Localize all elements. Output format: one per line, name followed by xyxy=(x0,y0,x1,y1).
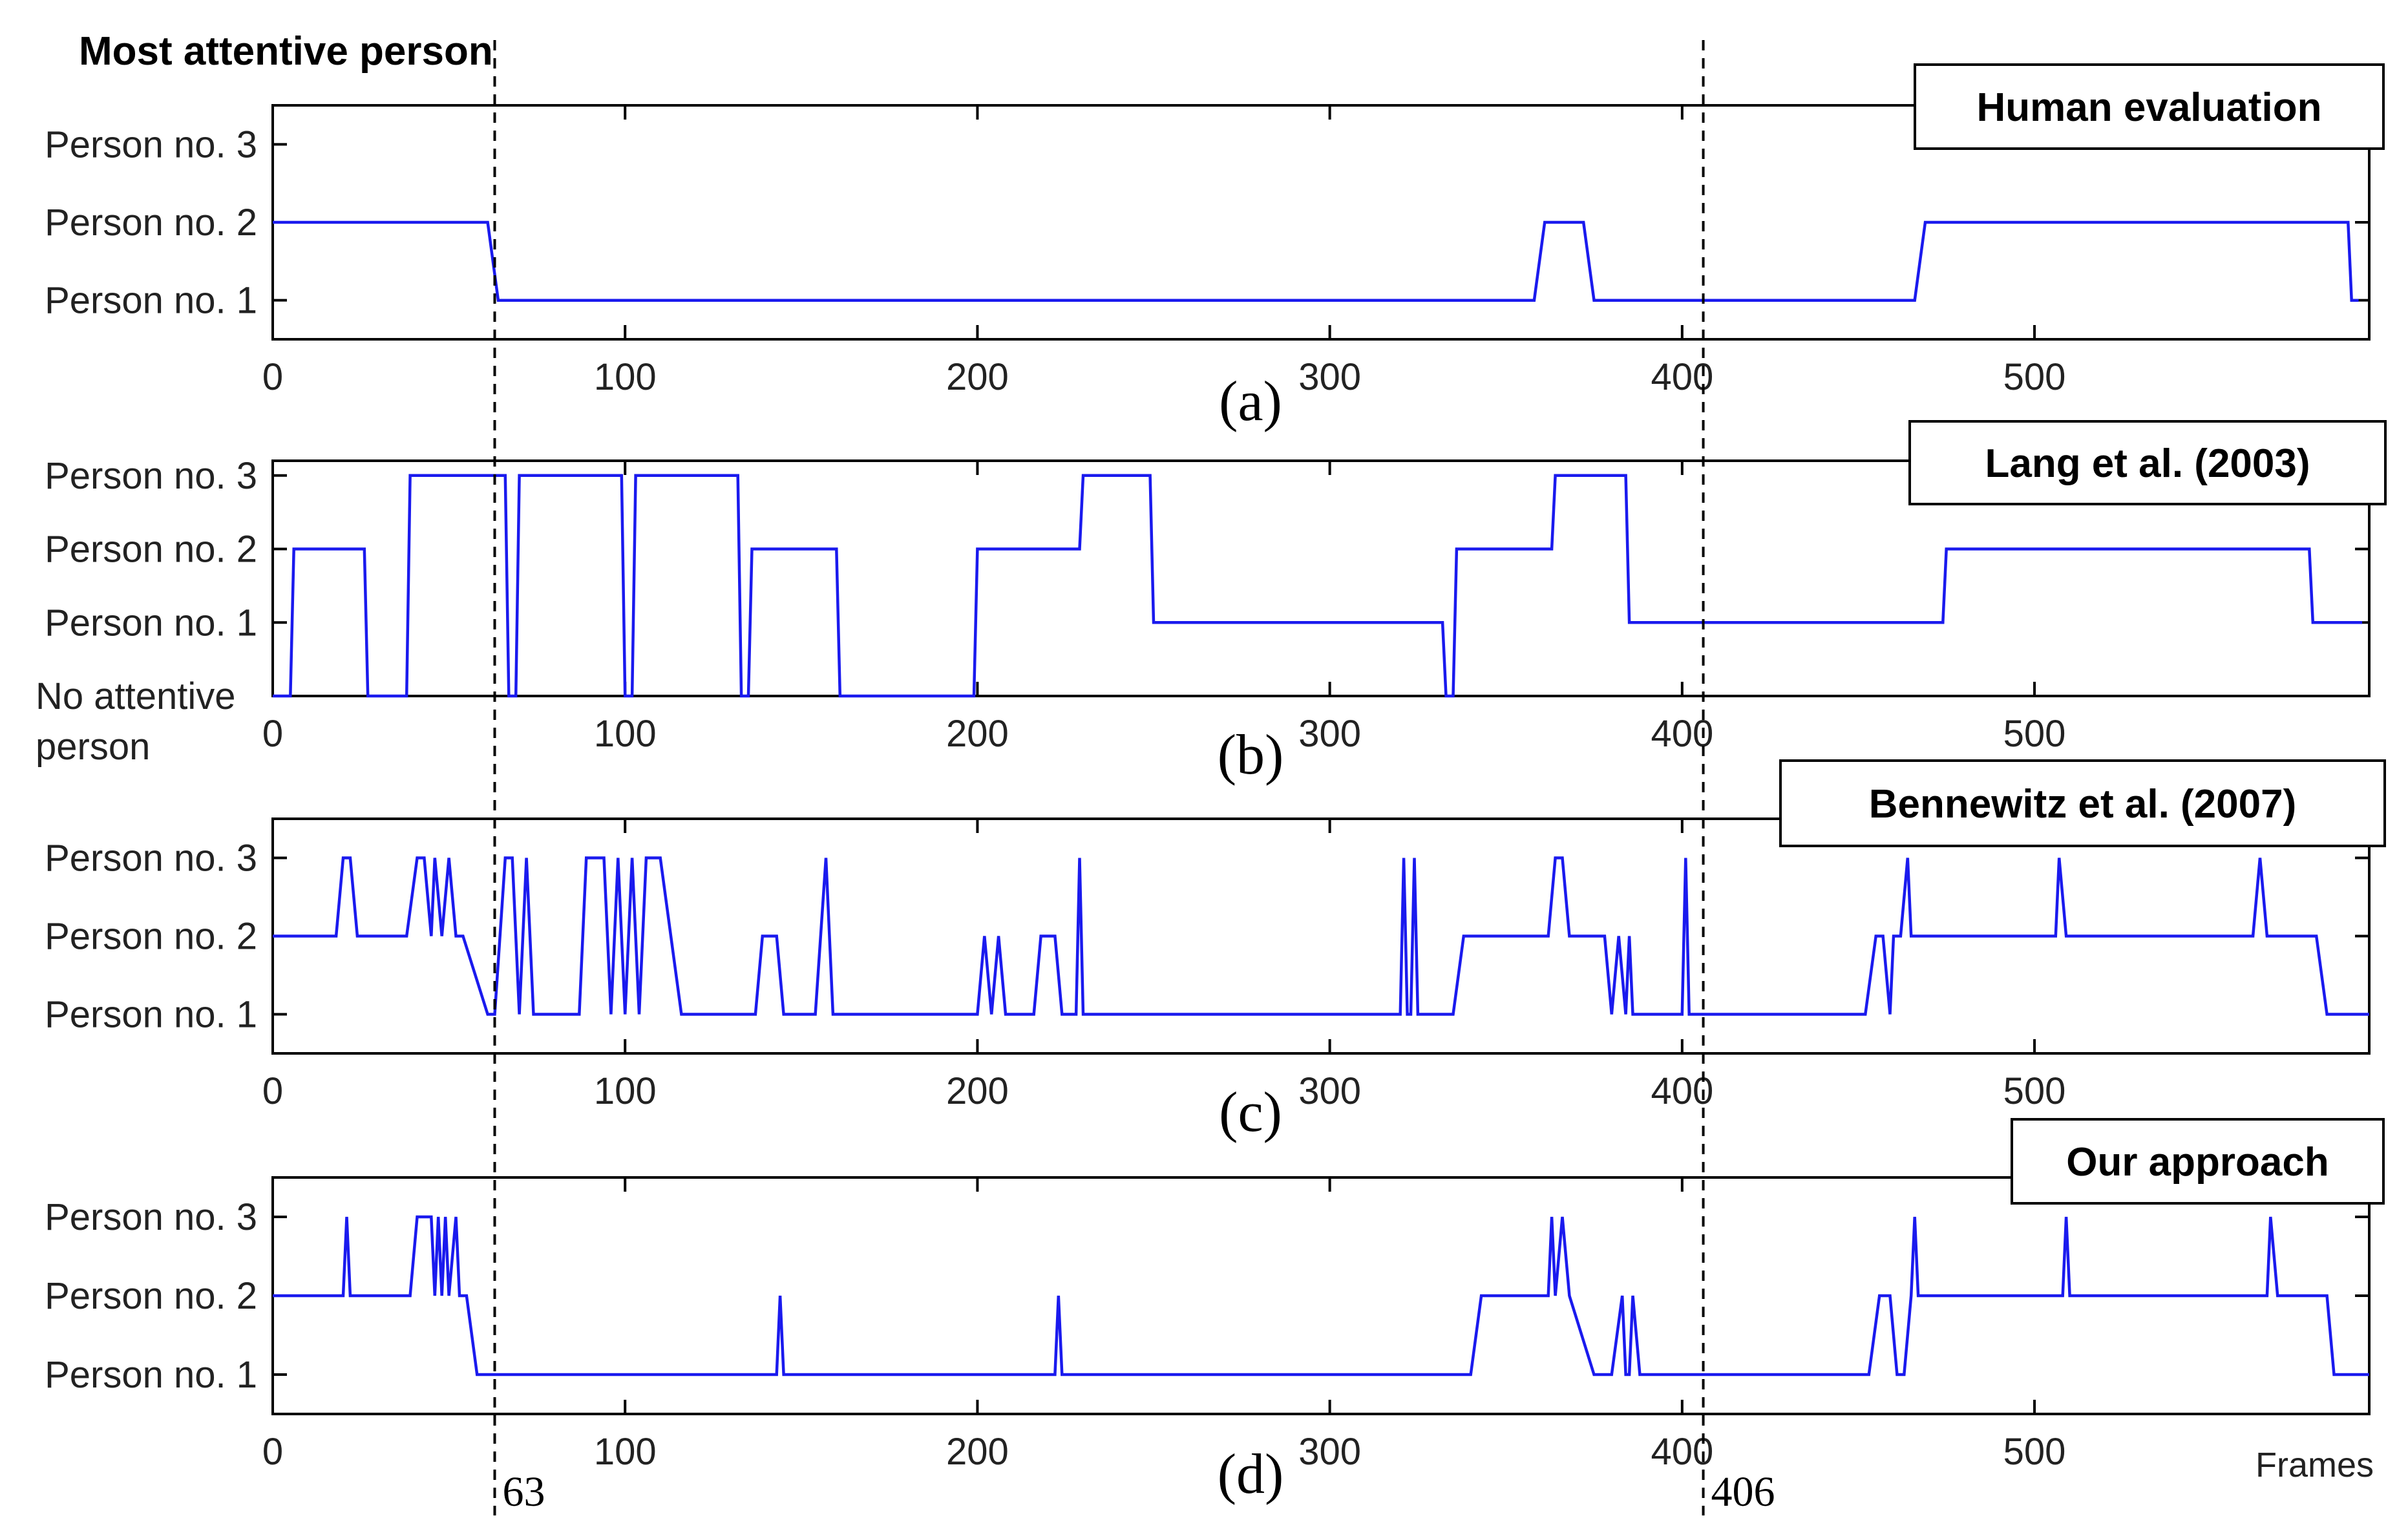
x-tick-label: 300 xyxy=(1298,1070,1361,1112)
x-tick-label: 200 xyxy=(946,356,1009,398)
x-tick-label: 0 xyxy=(262,1070,283,1112)
panel-title: Human evaluation xyxy=(1977,85,2322,130)
x-tick-label: 500 xyxy=(2003,1431,2066,1473)
legend-box xyxy=(1908,420,2387,505)
x-tick-label: 0 xyxy=(262,1431,283,1473)
panel-title: Our approach xyxy=(2066,1140,2329,1185)
panel-label: (c) xyxy=(1219,1081,1282,1144)
panel-title: Bennewitz et al. (2007) xyxy=(1869,782,2297,827)
y-tick-label: Person no. 1 xyxy=(45,602,257,644)
x-tick-label: 100 xyxy=(594,713,657,755)
y-tick-label: Person no. 2 xyxy=(45,916,257,958)
x-tick-label: 500 xyxy=(2003,356,2066,398)
x-tick-label: 0 xyxy=(262,356,283,398)
y-tick-label: Person no. 3 xyxy=(45,123,257,165)
marker-label: 406 xyxy=(1711,1468,1775,1515)
x-axis-label: Frames xyxy=(2255,1446,2374,1484)
series-line xyxy=(273,1215,2369,1377)
legend-box xyxy=(1914,63,2385,150)
y-tick-label: Person no. 2 xyxy=(45,202,257,244)
x-tick-label: 100 xyxy=(594,1431,657,1473)
y-tick-label: Person no. 3 xyxy=(45,1196,257,1238)
panel-title: Lang et al. (2003) xyxy=(1985,441,2310,486)
legend-box xyxy=(2011,1118,2385,1205)
panel-label: (b) xyxy=(1218,724,1284,786)
y-tick-label: Person no. 2 xyxy=(45,1275,257,1317)
x-tick-label: 100 xyxy=(594,1070,657,1112)
x-tick-label: 200 xyxy=(946,1431,1009,1473)
x-tick-label: 300 xyxy=(1298,356,1361,398)
marker-label: 63 xyxy=(502,1468,545,1515)
x-tick-label: 100 xyxy=(594,356,657,398)
figure-title: Most attentive person xyxy=(79,29,493,74)
x-tick-label: 0 xyxy=(262,713,283,755)
panel-label: (a) xyxy=(1219,370,1282,433)
y-tick-label: Person no. 2 xyxy=(45,529,257,571)
y-tick-label: Person no. 3 xyxy=(45,455,257,497)
y-tick-label: Person no. 1 xyxy=(45,1354,257,1396)
x-tick-label: 500 xyxy=(2003,713,2066,755)
x-tick-label: 500 xyxy=(2003,1070,2066,1112)
y-tick-label: Person no. 1 xyxy=(45,280,257,322)
y-tick-label: Person no. 1 xyxy=(45,994,257,1036)
series-line xyxy=(273,474,2363,698)
frame-markers: 63 406 xyxy=(493,40,1775,1515)
legend-box xyxy=(1779,759,2386,847)
x-tick-label: 300 xyxy=(1298,713,1361,755)
y-tick-label: Person no. 3 xyxy=(45,838,257,880)
x-tick-label: 200 xyxy=(946,713,1009,755)
x-tick-label: 300 xyxy=(1298,1431,1361,1473)
y-tick-label: No attentive person xyxy=(36,675,236,768)
x-tick-label: 200 xyxy=(946,1070,1009,1112)
panel-label: (d) xyxy=(1218,1443,1284,1506)
series-line xyxy=(273,856,2369,1016)
series-line xyxy=(273,220,2359,302)
